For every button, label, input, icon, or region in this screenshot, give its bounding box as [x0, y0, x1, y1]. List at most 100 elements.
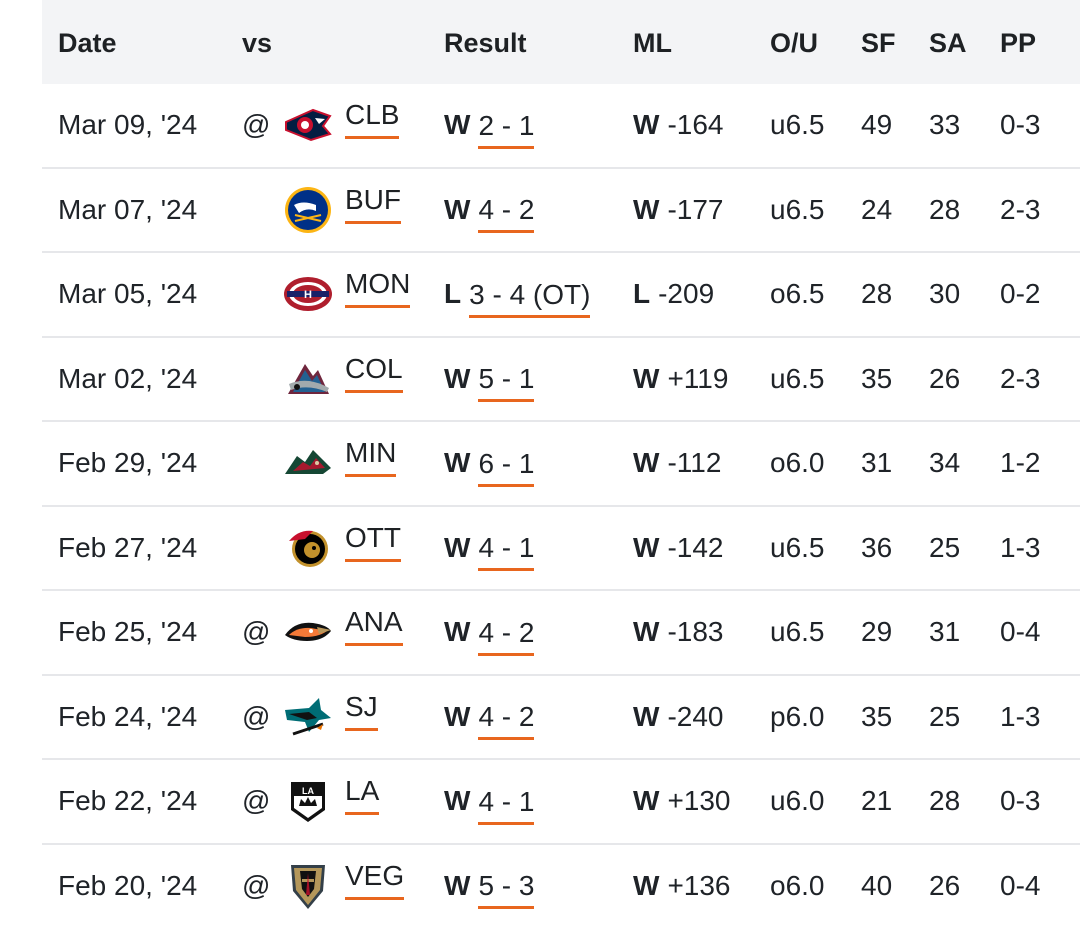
- shots-against-value: 26: [929, 869, 961, 901]
- svg-text:H: H: [304, 289, 312, 301]
- svg-text:LA: LA: [302, 786, 314, 796]
- moneyline-outcome: L: [633, 278, 651, 309]
- header-moneyline[interactable]: ML: [633, 28, 672, 58]
- opponent-link[interactable]: ANA: [345, 606, 403, 646]
- table-row-7: Feb 24, '24 @ SJ W 4 - 2 W -240 p6.0 35 …: [42, 676, 1080, 760]
- score-link[interactable]: 4 - 2: [478, 701, 535, 740]
- moneyline-cell: W -183: [633, 591, 723, 673]
- game-date: Feb 22, '24: [58, 785, 198, 816]
- opponent-cell: MIN: [345, 422, 397, 504]
- opponent-cell: MON: [345, 253, 411, 335]
- score-link[interactable]: 4 - 2: [478, 194, 535, 233]
- kings-logo-icon: LA: [283, 776, 333, 826]
- result-outcome: L: [444, 278, 462, 309]
- score-link[interactable]: 4 - 1: [478, 786, 535, 825]
- opponent-link[interactable]: MIN: [345, 437, 397, 477]
- sabres-logo-icon: [283, 185, 333, 235]
- result-outcome: W: [444, 869, 471, 901]
- team-logo-cell: [282, 169, 334, 251]
- power-play-value: 0-4: [1000, 616, 1041, 647]
- shots-against-value: 28: [929, 785, 961, 816]
- header-vs[interactable]: vs: [242, 28, 273, 58]
- result-outcome: W: [444, 193, 471, 225]
- moneyline-cell: W -164: [633, 84, 723, 166]
- score-link[interactable]: 4 - 1: [478, 532, 535, 571]
- opponent-link[interactable]: LA: [345, 775, 380, 815]
- moneyline-cell: W +119: [633, 338, 728, 420]
- table-row-2: Mar 05, '24 H MON L 3 - 4 (OT) L -209 o6…: [42, 253, 1080, 338]
- opponent-link[interactable]: SJ: [345, 691, 378, 731]
- moneyline-value: +136: [667, 869, 731, 901]
- team-logo-cell: H: [282, 253, 334, 335]
- moneyline-outcome: W: [633, 109, 660, 140]
- opponent-link[interactable]: BUF: [345, 184, 401, 224]
- team-logo-cell: [282, 845, 334, 926]
- header-date[interactable]: Date: [58, 28, 117, 58]
- golden-knights-logo-icon: [283, 861, 333, 911]
- away-indicator: @: [242, 700, 271, 732]
- game-date: Feb 29, '24: [58, 447, 198, 478]
- score-link[interactable]: 6 - 1: [478, 448, 535, 487]
- score-link[interactable]: 4 - 2: [478, 617, 535, 656]
- over-under-value: o6.0: [770, 447, 825, 478]
- game-date: Mar 09, '24: [58, 109, 198, 140]
- moneyline-value: -183: [667, 616, 724, 647]
- header-over-under[interactable]: O/U: [770, 28, 819, 58]
- shots-against-value: 25: [929, 700, 961, 732]
- shots-against-value: 25: [929, 531, 961, 563]
- shots-for-value: 31: [861, 447, 893, 478]
- opponent-link[interactable]: MON: [345, 268, 411, 308]
- header-shots-for[interactable]: SF: [861, 28, 896, 58]
- over-under-value: p6.0: [770, 700, 825, 732]
- header-result[interactable]: Result: [444, 28, 527, 58]
- game-date: Feb 25, '24: [58, 616, 198, 647]
- result-outcome: W: [444, 616, 471, 647]
- result-cell: L 3 - 4 (OT): [444, 253, 591, 335]
- result-cell: W 4 - 1: [444, 507, 535, 589]
- moneyline-outcome: W: [633, 362, 660, 394]
- shots-against-value: 26: [929, 362, 961, 394]
- power-play-value: 0-3: [1000, 785, 1041, 816]
- table-row-6: Feb 25, '24 @ ANA W 4 - 2 W -183 u6.5 29…: [42, 591, 1080, 676]
- game-date: Mar 05, '24: [58, 278, 198, 309]
- moneyline-value: +119: [667, 362, 729, 394]
- canadiens-logo-icon: H: [283, 269, 333, 319]
- opponent-link[interactable]: COL: [345, 353, 403, 393]
- opponent-link[interactable]: VEG: [345, 860, 405, 900]
- table-header: Date vs Result ML O/U SF SA PP: [42, 0, 1080, 84]
- moneyline-outcome: W: [633, 785, 660, 816]
- team-logo-cell: [282, 507, 334, 589]
- moneyline-value: -164: [667, 109, 724, 140]
- result-outcome: W: [444, 109, 471, 140]
- table-row-8: Feb 22, '24 @ LA LA W 4 - 1 W +130 u6.0 …: [42, 760, 1080, 845]
- score-link[interactable]: 2 - 1: [478, 110, 535, 149]
- moneyline-cell: L -209: [633, 253, 714, 335]
- score-link[interactable]: 5 - 3: [478, 870, 535, 909]
- shots-for-value: 36: [861, 531, 893, 563]
- opponent-cell: VEG: [345, 845, 405, 926]
- table-body: Mar 09, '24 @ CLB W 2 - 1 W -164 u6.5 49…: [42, 84, 1080, 926]
- header-power-play[interactable]: PP: [1000, 28, 1037, 58]
- opponent-cell: ANA: [345, 591, 403, 673]
- shots-for-value: 28: [861, 278, 893, 309]
- moneyline-outcome: W: [633, 531, 660, 563]
- shots-for-value: 21: [861, 785, 893, 816]
- result-outcome: W: [444, 362, 471, 394]
- shots-against-value: 31: [929, 616, 961, 647]
- score-link[interactable]: 3 - 4 (OT): [469, 279, 591, 318]
- result-cell: W 4 - 1: [444, 760, 535, 842]
- moneyline-cell: W -240: [633, 676, 723, 758]
- score-link[interactable]: 5 - 1: [478, 363, 535, 402]
- shots-against-value: 34: [929, 447, 961, 478]
- opponent-link[interactable]: OTT: [345, 522, 401, 562]
- moneyline-cell: W -112: [633, 422, 721, 504]
- header-shots-against[interactable]: SA: [929, 28, 967, 58]
- opponent-cell: COL: [345, 338, 403, 420]
- opponent-link[interactable]: CLB: [345, 99, 400, 139]
- result-outcome: W: [444, 785, 471, 816]
- moneyline-outcome: W: [633, 616, 660, 647]
- team-logo-cell: [282, 591, 334, 673]
- moneyline-cell: W -177: [633, 169, 723, 251]
- blue-jackets-logo-icon: [283, 100, 333, 150]
- moneyline-outcome: W: [633, 193, 660, 225]
